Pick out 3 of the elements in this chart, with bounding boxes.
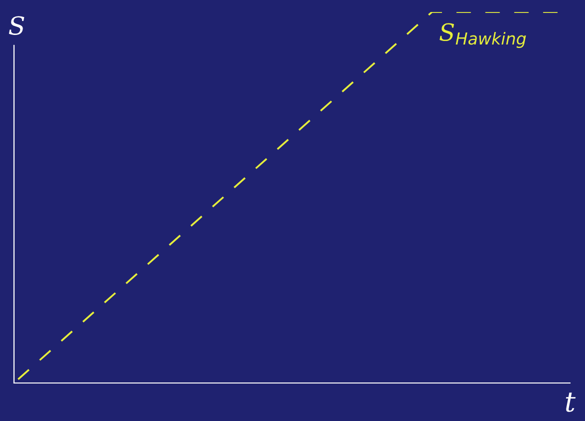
series-label: S$_{Hawking}$ — [440, 23, 526, 48]
y-axis-title: S — [8, 16, 24, 35]
x-axis-title: t — [566, 392, 576, 412]
